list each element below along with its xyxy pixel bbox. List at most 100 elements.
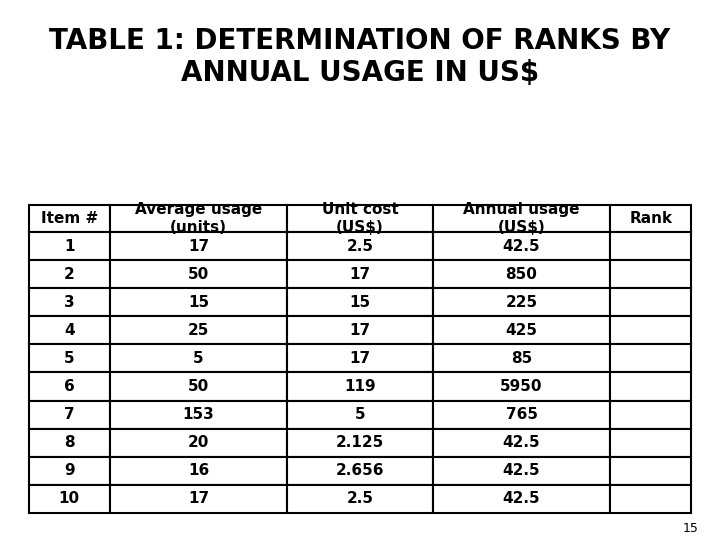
- Bar: [611, 260, 691, 288]
- Bar: [287, 316, 433, 345]
- Bar: [287, 288, 433, 316]
- Bar: [109, 457, 287, 485]
- Bar: [29, 401, 109, 429]
- Text: 7: 7: [64, 407, 74, 422]
- Bar: [287, 345, 433, 373]
- Bar: [433, 288, 611, 316]
- Bar: [29, 345, 109, 373]
- Bar: [433, 316, 611, 345]
- Text: 17: 17: [349, 267, 371, 282]
- Bar: [611, 232, 691, 260]
- Text: 42.5: 42.5: [503, 239, 541, 253]
- Bar: [611, 205, 691, 232]
- Bar: [109, 316, 287, 345]
- Text: 15: 15: [683, 522, 698, 535]
- Bar: [433, 429, 611, 457]
- Text: 5: 5: [355, 407, 365, 422]
- Bar: [287, 205, 433, 232]
- Text: 2.5: 2.5: [346, 491, 374, 507]
- Bar: [109, 485, 287, 513]
- Text: 765: 765: [505, 407, 538, 422]
- Bar: [433, 205, 611, 232]
- Bar: [109, 373, 287, 401]
- Text: TABLE 1: DETERMINATION OF RANKS BY
ANNUAL USAGE IN US$: TABLE 1: DETERMINATION OF RANKS BY ANNUA…: [50, 27, 670, 87]
- Bar: [29, 205, 109, 232]
- Text: 1: 1: [64, 239, 74, 253]
- Text: 85: 85: [511, 351, 532, 366]
- Text: Average usage
(units): Average usage (units): [135, 202, 262, 235]
- Text: 2: 2: [64, 267, 75, 282]
- Bar: [433, 373, 611, 401]
- Bar: [611, 457, 691, 485]
- Bar: [611, 345, 691, 373]
- Bar: [611, 401, 691, 429]
- Bar: [109, 232, 287, 260]
- Bar: [433, 457, 611, 485]
- Bar: [287, 457, 433, 485]
- Bar: [287, 401, 433, 429]
- Bar: [287, 485, 433, 513]
- Bar: [611, 288, 691, 316]
- Bar: [287, 373, 433, 401]
- Text: 15: 15: [349, 295, 371, 310]
- Text: Rank: Rank: [629, 211, 672, 226]
- Text: 5950: 5950: [500, 379, 543, 394]
- Text: 17: 17: [188, 491, 209, 507]
- Bar: [611, 485, 691, 513]
- Bar: [433, 260, 611, 288]
- Text: Unit cost
(US$): Unit cost (US$): [322, 202, 398, 235]
- Bar: [433, 345, 611, 373]
- Text: 8: 8: [64, 435, 74, 450]
- Bar: [29, 429, 109, 457]
- Text: 2.5: 2.5: [346, 239, 374, 253]
- Bar: [433, 401, 611, 429]
- Text: 17: 17: [349, 351, 371, 366]
- Text: 225: 225: [505, 295, 538, 310]
- Bar: [29, 232, 109, 260]
- Text: 3: 3: [64, 295, 74, 310]
- Text: Item #: Item #: [40, 211, 98, 226]
- Bar: [109, 429, 287, 457]
- Text: 2.125: 2.125: [336, 435, 384, 450]
- Text: 16: 16: [188, 463, 209, 478]
- Bar: [109, 345, 287, 373]
- Bar: [287, 260, 433, 288]
- Text: 17: 17: [349, 323, 371, 338]
- Text: 15: 15: [188, 295, 209, 310]
- Text: 17: 17: [188, 239, 209, 253]
- Bar: [433, 232, 611, 260]
- Text: 25: 25: [188, 323, 209, 338]
- Bar: [287, 232, 433, 260]
- Text: 119: 119: [344, 379, 376, 394]
- Bar: [433, 485, 611, 513]
- Text: 50: 50: [188, 379, 209, 394]
- Bar: [29, 260, 109, 288]
- Bar: [611, 316, 691, 345]
- Text: 425: 425: [505, 323, 538, 338]
- Text: 42.5: 42.5: [503, 463, 541, 478]
- Bar: [29, 316, 109, 345]
- Bar: [287, 429, 433, 457]
- Bar: [109, 288, 287, 316]
- Text: 153: 153: [183, 407, 215, 422]
- Text: 2.656: 2.656: [336, 463, 384, 478]
- Text: 42.5: 42.5: [503, 435, 541, 450]
- Text: 9: 9: [64, 463, 74, 478]
- Bar: [611, 429, 691, 457]
- Bar: [109, 205, 287, 232]
- Bar: [29, 457, 109, 485]
- Bar: [29, 373, 109, 401]
- Bar: [109, 260, 287, 288]
- Bar: [29, 288, 109, 316]
- Text: 50: 50: [188, 267, 209, 282]
- Bar: [109, 401, 287, 429]
- Bar: [611, 373, 691, 401]
- Text: 5: 5: [193, 351, 204, 366]
- Text: Annual usage
(US$): Annual usage (US$): [463, 202, 580, 235]
- Text: 10: 10: [58, 491, 80, 507]
- Text: 6: 6: [64, 379, 75, 394]
- Text: 5: 5: [64, 351, 74, 366]
- Text: 42.5: 42.5: [503, 491, 541, 507]
- Bar: [29, 485, 109, 513]
- Text: 20: 20: [188, 435, 209, 450]
